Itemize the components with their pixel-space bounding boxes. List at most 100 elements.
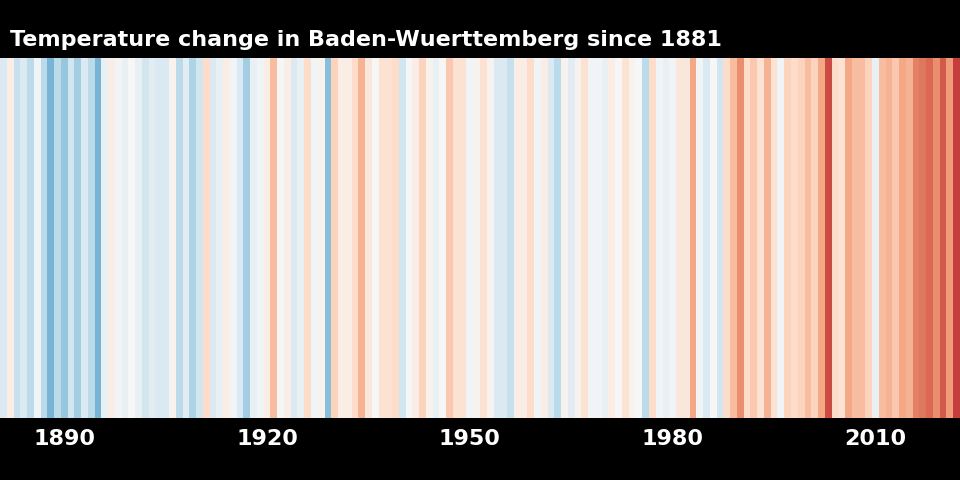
Bar <box>473 58 480 418</box>
Bar <box>689 58 696 418</box>
Bar <box>338 58 345 418</box>
Bar <box>122 58 129 418</box>
Bar <box>716 58 724 418</box>
Bar <box>629 58 636 418</box>
Bar <box>95 58 102 418</box>
Bar <box>838 58 845 418</box>
Bar <box>487 58 493 418</box>
Bar <box>378 58 385 418</box>
Bar <box>656 58 662 418</box>
Bar <box>182 58 189 418</box>
Bar <box>703 58 709 418</box>
Bar <box>264 58 271 418</box>
Bar <box>744 58 751 418</box>
Bar <box>865 58 872 418</box>
Text: Temperature change in Baden-Wuerttemberg since 1881: Temperature change in Baden-Wuerttemberg… <box>10 31 722 50</box>
Bar <box>751 58 757 418</box>
Bar <box>0 58 7 418</box>
Bar <box>520 58 527 418</box>
Bar <box>953 58 960 418</box>
Bar <box>176 58 182 418</box>
Bar <box>878 58 886 418</box>
Bar <box>480 58 487 418</box>
Bar <box>385 58 392 418</box>
Bar <box>244 58 251 418</box>
Bar <box>358 58 365 418</box>
Bar <box>365 58 372 418</box>
Bar <box>67 58 74 418</box>
Bar <box>162 58 169 418</box>
Bar <box>440 58 446 418</box>
Bar <box>20 58 27 418</box>
Bar <box>34 58 40 418</box>
Bar <box>818 58 825 418</box>
Bar <box>724 58 731 418</box>
Bar <box>229 58 236 418</box>
Bar <box>825 58 831 418</box>
Bar <box>669 58 676 418</box>
Bar <box>737 58 744 418</box>
Bar <box>7 58 13 418</box>
Bar <box>804 58 811 418</box>
Bar <box>933 58 940 418</box>
Bar <box>757 58 764 418</box>
Bar <box>13 58 20 418</box>
Bar <box>142 58 149 418</box>
Bar <box>223 58 229 418</box>
Bar <box>900 58 906 418</box>
Bar <box>40 58 47 418</box>
Bar <box>291 58 298 418</box>
Bar <box>460 58 467 418</box>
Bar <box>940 58 947 418</box>
Bar <box>676 58 683 418</box>
Bar <box>683 58 689 418</box>
Bar <box>642 58 649 418</box>
Bar <box>149 58 156 418</box>
Bar <box>778 58 784 418</box>
Bar <box>398 58 406 418</box>
Bar <box>27 58 34 418</box>
Bar <box>649 58 656 418</box>
Bar <box>60 58 67 418</box>
Bar <box>615 58 622 418</box>
Bar <box>831 58 838 418</box>
Bar <box>324 58 331 418</box>
Bar <box>947 58 953 418</box>
Bar <box>791 58 798 418</box>
Bar <box>622 58 629 418</box>
Bar <box>216 58 223 418</box>
Bar <box>602 58 609 418</box>
Bar <box>304 58 311 418</box>
Bar <box>893 58 900 418</box>
Bar <box>169 58 176 418</box>
Bar <box>298 58 304 418</box>
Bar <box>318 58 324 418</box>
Bar <box>784 58 791 418</box>
Bar <box>514 58 520 418</box>
Bar <box>257 58 264 418</box>
Bar <box>135 58 142 418</box>
Bar <box>696 58 703 418</box>
Bar <box>345 58 351 418</box>
Bar <box>236 58 244 418</box>
Bar <box>588 58 595 418</box>
Bar <box>595 58 602 418</box>
Bar <box>811 58 818 418</box>
Bar <box>413 58 420 418</box>
Bar <box>636 58 642 418</box>
Bar <box>392 58 398 418</box>
Bar <box>568 58 575 418</box>
Bar <box>798 58 804 418</box>
Bar <box>54 58 60 418</box>
Bar <box>852 58 858 418</box>
Bar <box>331 58 338 418</box>
Bar <box>858 58 865 418</box>
Bar <box>926 58 933 418</box>
Bar <box>372 58 378 418</box>
Bar <box>311 58 318 418</box>
Bar <box>47 58 54 418</box>
Bar <box>82 58 88 418</box>
Bar <box>906 58 913 418</box>
Bar <box>540 58 547 418</box>
Bar <box>271 58 277 418</box>
